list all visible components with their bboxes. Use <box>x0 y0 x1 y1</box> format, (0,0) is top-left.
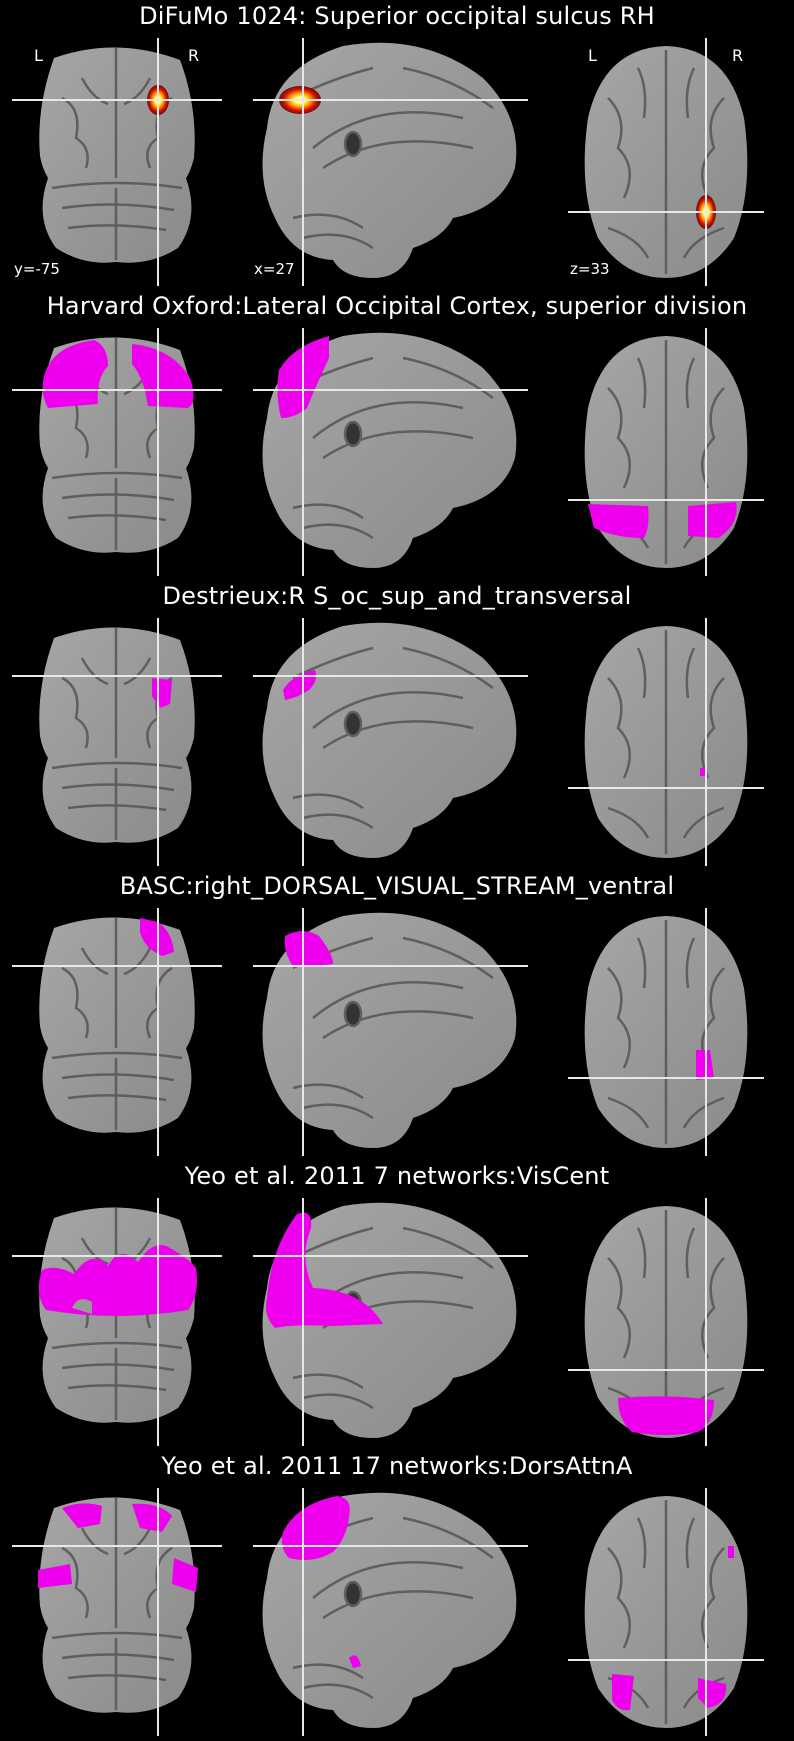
panel-title: DiFuMo 1024: Superior occipital sulcus R… <box>139 2 655 30</box>
coord-sagittal: x=27 <box>254 260 295 278</box>
overlay-region <box>700 768 706 776</box>
coronal-view <box>12 1198 222 1446</box>
axial-view <box>568 1198 764 1446</box>
coord-axial: z=33 <box>570 260 610 278</box>
overlay-region <box>38 1503 198 1592</box>
axial-view: L R z=33 <box>568 38 764 286</box>
coronal-view: L R y=-75 <box>12 38 222 286</box>
right-label: R <box>732 46 744 65</box>
coronal-view <box>12 618 222 866</box>
panel-title: Destrieux:R S_oc_sup_and_transversal <box>162 582 632 610</box>
panel-yeo7: Yeo et al. 2011 7 networks:VisCent <box>0 1160 794 1450</box>
sagittal-view <box>253 908 528 1156</box>
axial-view <box>568 908 764 1156</box>
panel-yeo17: Yeo et al. 2011 17 networks:DorsAttnA <box>0 1450 794 1740</box>
panel-title: Yeo et al. 2011 7 networks:VisCent <box>184 1162 610 1190</box>
sagittal-view <box>253 328 528 576</box>
overlay-region <box>588 502 737 538</box>
panel-title: BASC:right_DORSAL_VISUAL_STREAM_ventral <box>119 872 675 900</box>
axial-view <box>568 1488 764 1736</box>
sagittal-view <box>253 1488 528 1736</box>
sagittal-view: x=27 <box>253 38 528 286</box>
overlay-region <box>283 670 317 700</box>
panel-title: Harvard Oxford:Lateral Occipital Cortex,… <box>46 292 748 320</box>
sagittal-view <box>253 618 528 866</box>
axial-view <box>568 618 764 866</box>
left-label: L <box>34 46 43 65</box>
panel-difumo: DiFuMo 1024: Superior occipital sulcus R… <box>0 0 794 290</box>
coronal-view <box>12 1488 222 1736</box>
overlay-region <box>618 1396 714 1435</box>
coronal-view <box>12 328 222 576</box>
coord-coronal: y=-75 <box>14 260 60 278</box>
right-label: R <box>188 46 200 65</box>
panel-basc: BASC:right_DORSAL_VISUAL_STREAM_ventral <box>0 870 794 1160</box>
panel-harvard-oxford: Harvard Oxford:Lateral Occipital Cortex,… <box>0 290 794 580</box>
coronal-view <box>12 908 222 1156</box>
overlay-region <box>266 1212 383 1328</box>
overlay-region <box>284 931 333 967</box>
sagittal-view <box>253 1198 528 1446</box>
panel-destrieux: Destrieux:R S_oc_sup_and_transversal <box>0 580 794 870</box>
axial-view <box>568 328 764 576</box>
panel-title: Yeo et al. 2011 17 networks:DorsAttnA <box>161 1452 633 1480</box>
overlay-region <box>281 1496 361 1668</box>
left-label: L <box>588 46 597 65</box>
